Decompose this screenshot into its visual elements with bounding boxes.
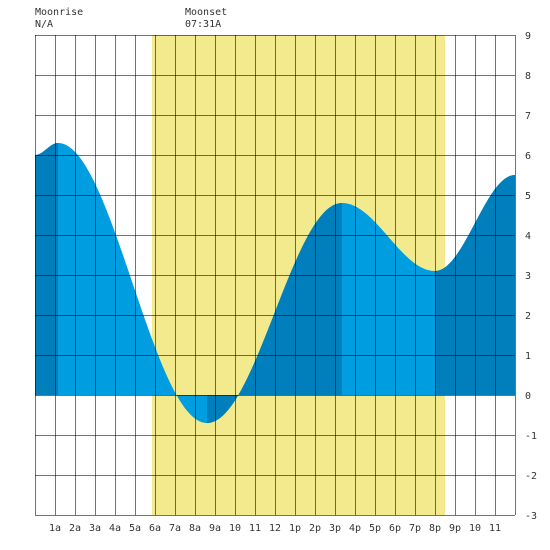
tide-dark-band-1 (35, 143, 58, 423)
x-tick-label: 1a (49, 523, 61, 534)
moonset-label: Moonset (185, 7, 228, 18)
x-tick-labels: 1a 2a 3a 4a 5a 6a 7a 8a 9a 10 11 12 1p 2p 3p 4p 5p 6p 7p 8p… (49, 523, 501, 534)
x-tick-label: 5a (129, 523, 141, 534)
x-tick-label: 9a (209, 523, 221, 534)
y-tick-label: -1 (525, 431, 537, 442)
x-tick-label: 1p (289, 523, 301, 534)
moonrise-value: N/A (35, 19, 54, 30)
x-tick-label: 3a (89, 523, 101, 534)
x-tick-label: 6a (149, 523, 161, 534)
x-tick-label: 5p (369, 523, 381, 534)
x-tick-label: 11 (249, 523, 261, 534)
y-tick-label: 6 (525, 151, 531, 162)
x-tick-label: 8p (429, 523, 441, 534)
y-tick-label: 4 (525, 231, 531, 242)
y-tick-label: -3 (525, 511, 537, 522)
x-tick-label: 7p (409, 523, 421, 534)
x-tick-label: 4a (109, 523, 121, 534)
y-tick-label: 9 (525, 31, 531, 42)
moonrise-label: Moonrise (35, 7, 84, 18)
x-tick-label: 6p (389, 523, 401, 534)
y-tick-label: 2 (525, 311, 531, 322)
y-tick-label: 5 (525, 191, 531, 202)
y-tick-label: 8 (525, 71, 531, 82)
y-tick-labels: -3 -2 -1 0 1 2 3 4 5 6 7 8 9 (525, 31, 537, 522)
x-tick-label: 3p (329, 523, 341, 534)
x-tick-label: 2p (309, 523, 321, 534)
x-tick-label: 10 (229, 523, 241, 534)
x-tick-label: 12 (269, 523, 281, 534)
x-tick-label: 2a (69, 523, 81, 534)
x-tick-label: 8a (189, 523, 201, 534)
x-tick-label: 7a (169, 523, 181, 534)
x-tick-label: 4p (349, 523, 361, 534)
y-tick-label: -2 (525, 471, 537, 482)
y-tick-label: 7 (525, 111, 531, 122)
y-tick-label: 0 (525, 391, 531, 402)
y-tick-label: 1 (525, 351, 531, 362)
x-tick-label: 9p (449, 523, 461, 534)
grid-layer (35, 35, 516, 516)
moonset-value: 07:31A (185, 19, 222, 30)
x-tick-label: 10 (469, 523, 481, 534)
y-tick-label: 3 (525, 271, 531, 282)
x-tick-label: 11 (489, 523, 501, 534)
